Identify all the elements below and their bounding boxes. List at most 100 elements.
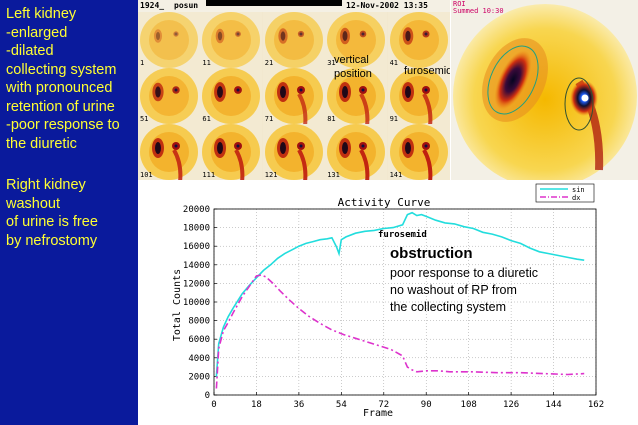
finding-line: the diuretic: [6, 136, 77, 152]
y-tick-label: 14000: [183, 261, 210, 271]
scintigram-frame: 141: [387, 124, 450, 180]
x-tick-label: 54: [336, 400, 347, 410]
y-tick-label: 6000: [188, 335, 210, 345]
scintigram-frame: 91: [387, 68, 450, 124]
legend-label-dx: dx: [572, 194, 580, 202]
frame-number: 111: [202, 171, 216, 179]
scintigram-frame: 51: [138, 68, 200, 124]
scintigram-frame: 21: [262, 12, 325, 68]
frame-number: 81: [327, 115, 336, 123]
left-text-panel: Left kidney -enlarged -dilated collectin…: [0, 0, 138, 425]
scintigram-frame: 31: [325, 12, 388, 68]
frame-number: 31: [327, 59, 336, 67]
finding-enlarged: -enlarged: [6, 25, 68, 41]
frame-number: 131: [327, 171, 340, 179]
series-line-dx: [215, 274, 585, 389]
finding-dilated: -dilated: [6, 43, 54, 59]
chart-series: [215, 211, 585, 389]
scintigram-frame: 11: [200, 12, 263, 68]
label-position: position: [334, 68, 372, 80]
anonymized-bar: [206, 0, 342, 6]
x-tick-label: 72: [378, 400, 389, 410]
frame-number: 121: [264, 171, 278, 179]
finding-washout: washout: [6, 196, 61, 212]
y-tick-label: 20000: [183, 205, 210, 215]
scintigram-frame: 1: [138, 12, 200, 68]
y-tick-label: 2000: [188, 372, 210, 382]
nephrostomy-hotspot: [581, 94, 589, 102]
frame-number: 41: [389, 59, 399, 67]
y-tick-label: 4000: [188, 354, 210, 364]
summed-image: [453, 4, 637, 180]
frame-number: 141: [389, 171, 403, 179]
scintigram-frame: 71: [262, 68, 325, 124]
activity-curve-panel: 0 18 36 54 72 90 108 126 144 162 0 2000 4000 6000 8000…: [138, 180, 638, 425]
y-axis-label: Total Counts: [172, 269, 183, 341]
frame-number: 21: [264, 59, 274, 67]
y-tick-label: 10000: [183, 298, 210, 308]
x-tick-label: 0: [211, 400, 216, 410]
y-tick-label: 16000: [183, 242, 210, 252]
patient-id: 1924_: [140, 1, 165, 10]
annotation-line-3: the collecting system: [390, 300, 507, 314]
scintigram-frame: 41: [387, 12, 450, 68]
frame-number: 11: [202, 59, 211, 67]
left-kidney-roi: [487, 45, 539, 115]
scintigram-frame: 81: [325, 68, 388, 124]
study-date: 12-Nov-2002 13:35: [346, 1, 428, 10]
chart-title: Activity Curve: [338, 196, 431, 209]
frame-number: 101: [140, 171, 153, 179]
scintigram-sequence-panel: 1924_ posun 12-Nov-2002 13:35 1 11 21 31 41 5…: [138, 0, 450, 180]
y-tick-label: 8000: [188, 317, 210, 327]
frame-number: 91: [389, 115, 399, 123]
frame-number: 51: [140, 115, 149, 123]
frame-number: 61: [202, 115, 211, 123]
frame-number: 71: [264, 115, 274, 123]
body-field: [453, 4, 637, 180]
annotation-line-2: no washout of RP from: [390, 283, 517, 297]
x-tick-label: 108: [461, 400, 477, 410]
chart-ticks: 0 18 36 54 72 90 108 126 144 162 0 2000 4000 6000 8000…: [183, 205, 604, 410]
finding-line: retention of urine: [6, 99, 115, 115]
finding-line: of urine is free: [6, 214, 98, 230]
scintigram-frame: 111: [200, 124, 263, 180]
x-tick-label: 90: [421, 400, 432, 410]
finding-poor-response: -poor response to: [6, 117, 120, 133]
roi-label: ROI: [453, 0, 466, 8]
annotation-line-1: poor response to a diuretic: [390, 266, 539, 280]
y-tick-label: 0: [205, 391, 210, 401]
scintigram-header: 1924_ posun 12-Nov-2002 13:35: [138, 0, 450, 12]
obstruction-title: obstruction: [390, 245, 473, 262]
scintigram-frame: 121: [262, 124, 325, 180]
left-kidney: [494, 50, 532, 110]
right-kidney-heading: Right kidney: [6, 177, 86, 193]
finding-line: by nefrostomy: [6, 233, 98, 249]
x-axis-label: Frame: [363, 408, 393, 419]
y-tick-label: 12000: [183, 279, 210, 289]
activity-chart: 0 18 36 54 72 90 108 126 144 162 0 2000 4000 6000 8000…: [172, 183, 604, 419]
label-furosemid: furosemid: [404, 65, 450, 77]
x-tick-label: 18: [251, 400, 262, 410]
left-kidney-heading: Left kidney: [6, 6, 77, 22]
frame-number: 1: [140, 59, 145, 67]
scintigram-frame: 131: [325, 124, 388, 180]
finding-line: collecting system: [6, 62, 117, 78]
study-name: posun: [174, 1, 199, 10]
x-tick-label: 36: [293, 400, 304, 410]
furosemid-annotation: furosemid: [378, 230, 427, 240]
chart-legend: sin dx: [535, 183, 595, 203]
x-tick-label: 126: [503, 400, 519, 410]
series-line-sin: [215, 211, 585, 377]
right-kidney-roi: [564, 77, 594, 131]
x-tick-label: 162: [588, 400, 604, 410]
finding-line: with pronounced: [6, 80, 113, 96]
legend-label-sin: sin: [572, 186, 585, 194]
label-vertical: vertical: [334, 54, 369, 66]
x-tick-label: 144: [545, 400, 561, 410]
legend-box: [535, 183, 595, 203]
summed-image-panel: ROI Summed 10:30: [450, 0, 638, 180]
summed-label: Summed 10:30: [453, 7, 504, 15]
y-tick-label: 18000: [183, 224, 210, 234]
scintigram-frame: 61: [200, 68, 263, 124]
scintigram-frame: 101: [138, 124, 200, 180]
